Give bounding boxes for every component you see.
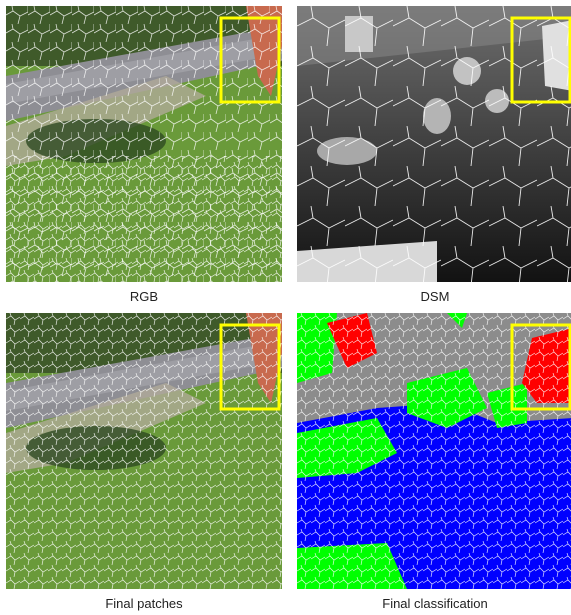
final-classification-image-panel	[297, 313, 571, 589]
dsm-caption: DSM	[420, 289, 450, 304]
rgb-caption: RGB	[129, 289, 159, 304]
rgb-image-panel	[6, 6, 282, 282]
final-patches-image-panel	[6, 313, 282, 589]
final-classification-caption: Final classification	[382, 596, 488, 611]
dsm-image-panel	[297, 6, 571, 282]
final-patches-caption: Final patches	[105, 596, 183, 611]
